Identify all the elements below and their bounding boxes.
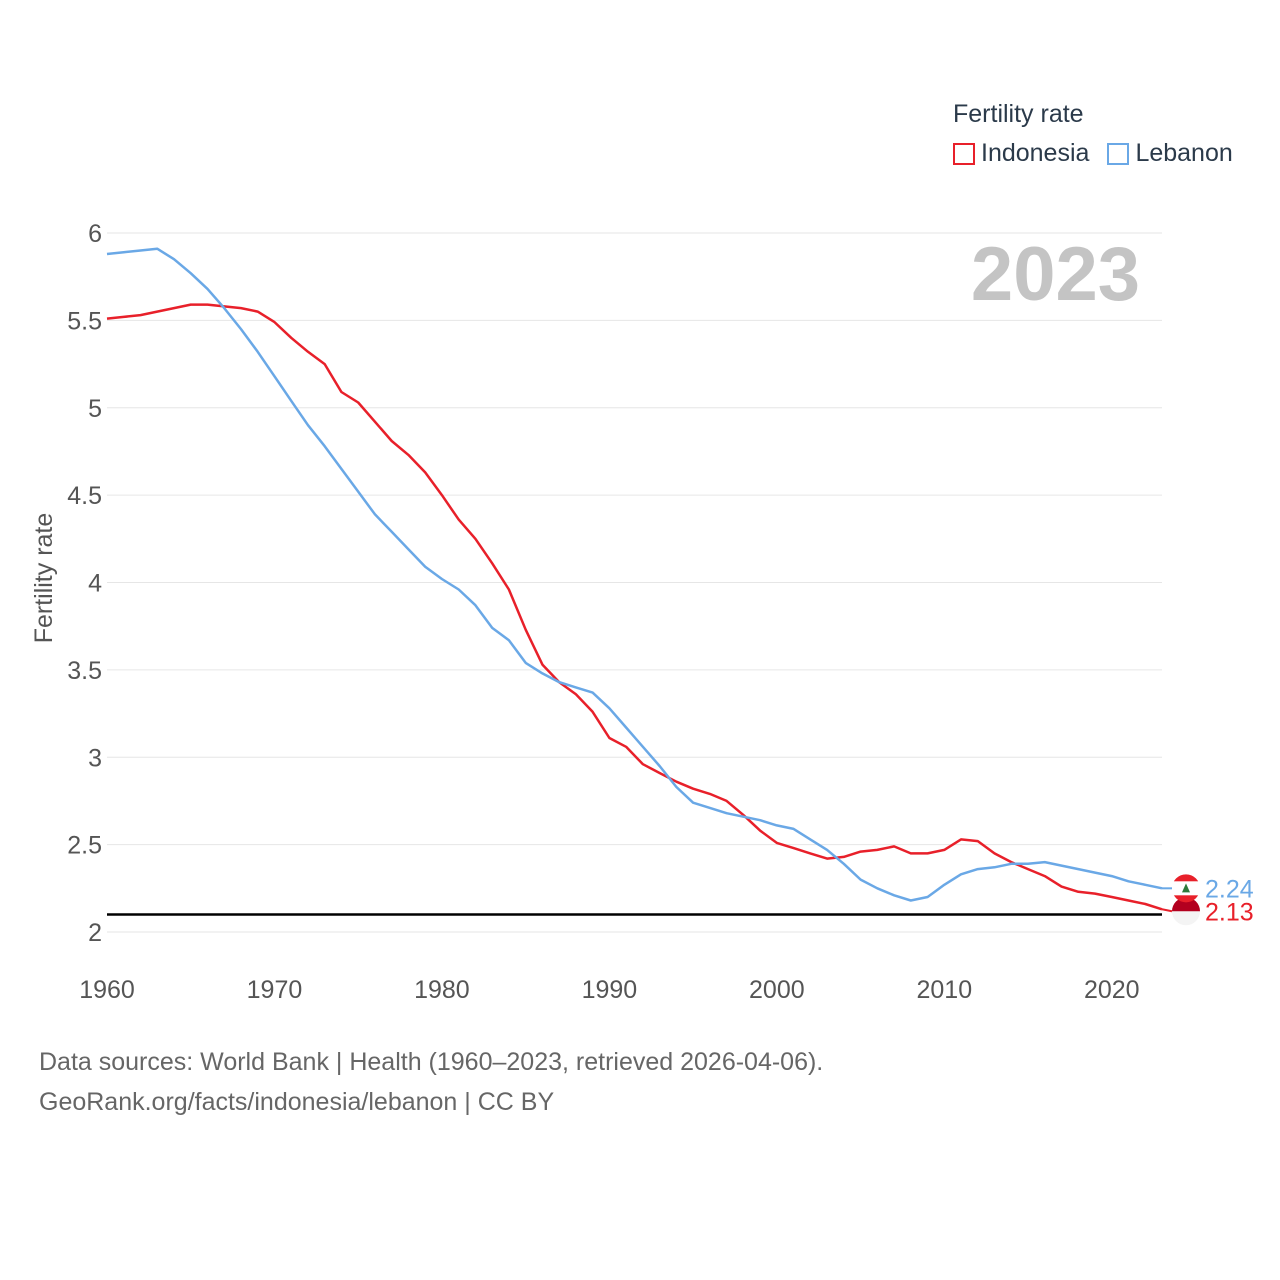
flag-indonesia-icon (1172, 897, 1200, 926)
y-tick-label: 3 (88, 744, 102, 772)
series-lines (106, 247, 1163, 911)
x-axis-ticks: 1960 1970 1980 1990 2000 2010 2020 (79, 976, 1139, 1004)
series-line-indonesia (106, 303, 1163, 911)
y-tick-label: 4 (88, 570, 102, 598)
series-line-lebanon (106, 247, 1163, 902)
x-tick-label: 2020 (1084, 976, 1140, 1004)
footer-sources: Data sources: World Bank | Health (1960–… (39, 1048, 824, 1076)
legend-items: Indonesia Lebanon (953, 139, 1233, 168)
end-connector (1161, 908, 1173, 913)
legend-swatch-lebanon (1107, 142, 1130, 165)
legend-swatch-indonesia (953, 142, 975, 165)
year-label: 2023 (971, 232, 1140, 317)
y-tick-label: 4.5 (67, 482, 102, 510)
legend-label-indonesia: Indonesia (981, 139, 1090, 167)
x-tick-label: 1990 (582, 976, 638, 1004)
y-tick-label: 2 (88, 919, 102, 947)
y-tick-label: 6 (88, 220, 102, 248)
x-tick-label: 1970 (247, 976, 303, 1004)
end-value-indonesia: 2.13 (1205, 898, 1254, 926)
grid-lines (107, 232, 1162, 933)
x-tick-label: 2000 (749, 976, 805, 1004)
x-tick-label: 1980 (414, 976, 470, 1004)
legend-item-indonesia[interactable]: Indonesia (953, 139, 1089, 168)
flag-lebanon-icon (1172, 874, 1200, 903)
legend-item-lebanon[interactable]: Lebanon (1107, 139, 1233, 168)
y-axis-ticks: 2 2.5 3 3.5 4 4.5 5 5.5 6 (67, 220, 102, 947)
y-tick-label: 2.5 (67, 832, 102, 860)
y-axis-label: Fertility rate (30, 513, 58, 644)
y-tick-label: 5 (88, 395, 102, 423)
end-value-lebanon: 2.24 (1205, 875, 1254, 903)
y-tick-label: 5.5 (67, 307, 102, 335)
footer-link[interactable]: GeoRank.org/facts/indonesia/lebanon | CC… (39, 1088, 555, 1116)
legend-title: Fertility rate (953, 100, 1084, 128)
end-markers: 2.132.24 (1161, 874, 1254, 926)
x-tick-label: 2010 (916, 976, 972, 1004)
legend: Fertility rate Indonesia Lebanon (953, 100, 1233, 168)
legend-label-lebanon: Lebanon (1135, 139, 1233, 167)
footer: Data sources: World Bank | Health (1960–… (39, 1042, 823, 1122)
y-tick-label: 3.5 (67, 657, 102, 685)
x-tick-label: 1960 (79, 976, 135, 1004)
